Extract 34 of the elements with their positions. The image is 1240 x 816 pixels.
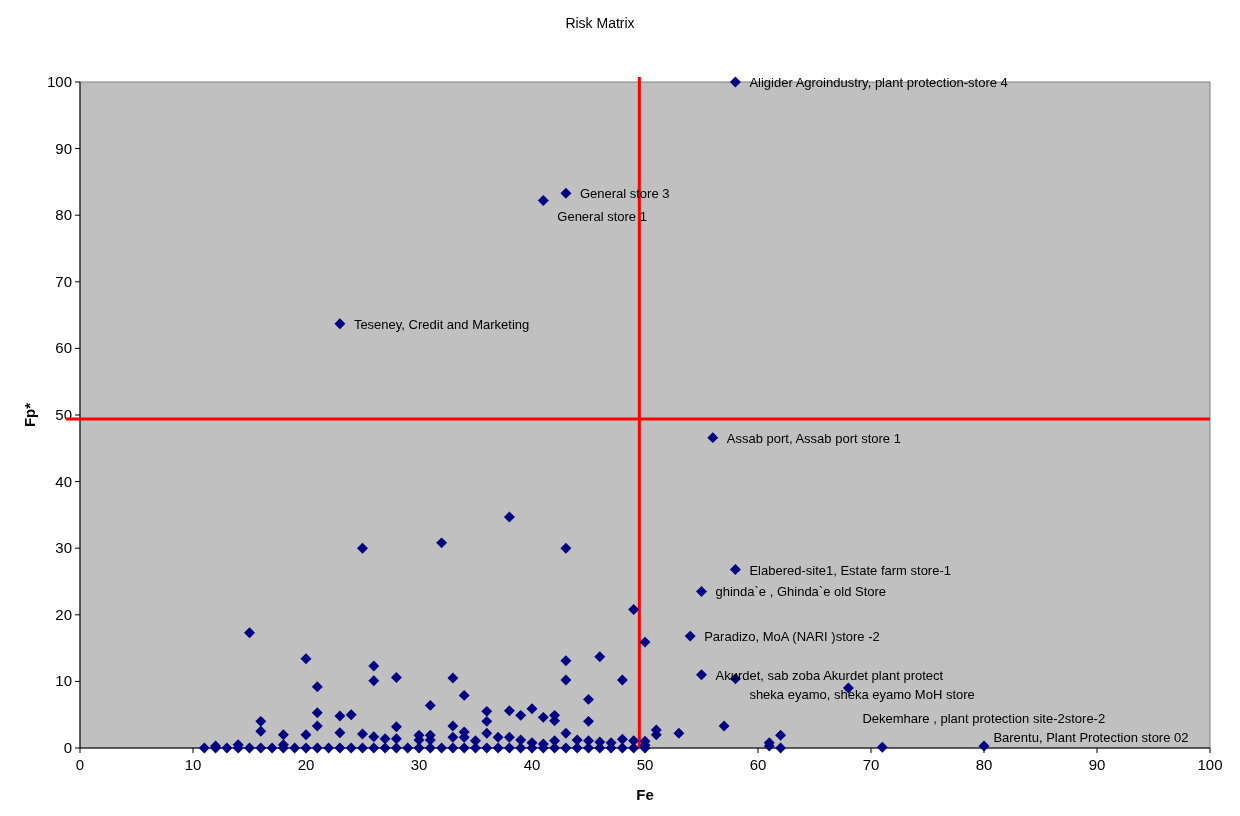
- x-tick-label: 20: [297, 756, 315, 773]
- annotation: Dekemhare , plant protection site-2store-2: [862, 711, 1106, 727]
- annotation: Elabered-site1, Estate farm store-1: [749, 562, 951, 578]
- x-tick-label: 10: [184, 756, 202, 773]
- y-tick-label: 40: [55, 472, 72, 490]
- x-tick-label: 100: [1197, 756, 1223, 773]
- x-axis-title: Fe: [636, 786, 654, 803]
- annotation: Teseney, Credit and Marketing: [353, 316, 530, 332]
- y-tick-label: 90: [55, 139, 72, 157]
- annotation: Paradizo, MoA (NARI )store -2: [704, 629, 880, 645]
- x-tick-label: 0: [75, 756, 85, 773]
- annotation: Barentu, Plant Protection store 02: [993, 730, 1189, 745]
- x-tick-label: 60: [749, 756, 767, 773]
- y-tick-label: 0: [63, 739, 72, 756]
- y-tick-label: 80: [55, 206, 72, 224]
- annotation: Akurdet, sab zoba Akurdet plant protect: [715, 667, 944, 683]
- annotation: ghinda`e , Ghinda`e old Store: [715, 584, 887, 600]
- y-tick-label: 60: [55, 339, 72, 357]
- x-tick-label: 50: [636, 756, 654, 773]
- x-tick-label: 30: [410, 756, 428, 773]
- y-tick-label: 30: [55, 539, 72, 557]
- x-tick-label: 40: [523, 756, 541, 773]
- y-tick-label: 70: [55, 272, 72, 290]
- y-axis-title: Fp*: [21, 402, 38, 428]
- chart-title: Risk Matrix: [565, 15, 635, 31]
- x-tick-label: 90: [1088, 756, 1106, 773]
- x-tick-label: 80: [975, 756, 993, 773]
- y-tick-label: 20: [55, 605, 72, 623]
- y-tick-label: 10: [55, 672, 72, 690]
- annotation: Assab port, Assab port store 1: [726, 430, 901, 446]
- x-tick-label: 70: [862, 756, 880, 773]
- annotation: sheka eyamo, sheka eyamo MoH store: [749, 686, 975, 702]
- y-tick-label: 100: [46, 73, 72, 90]
- annotation: Aligider Agroindustry, plant protection-store 4: [749, 75, 1008, 90]
